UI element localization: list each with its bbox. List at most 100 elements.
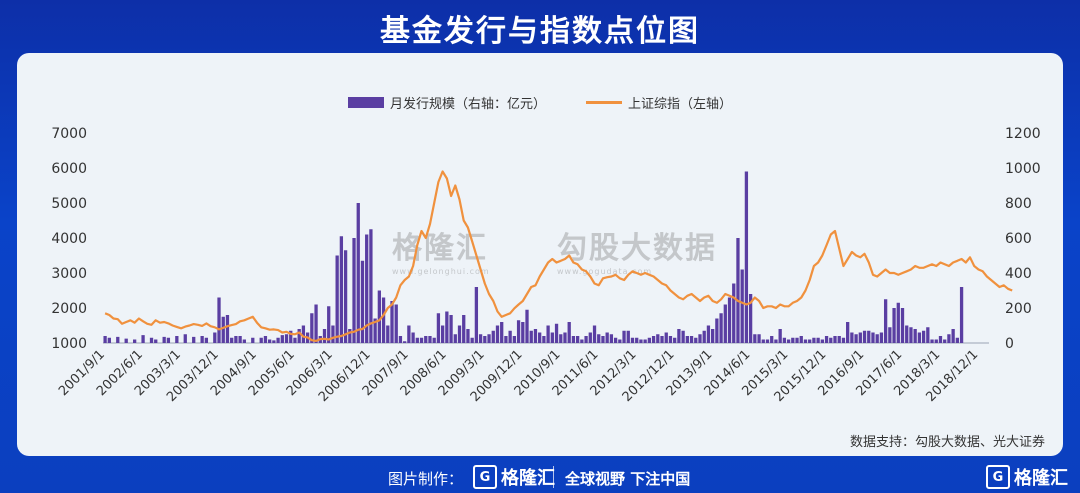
right-axis-tick-label: 1200 <box>1005 126 1041 142</box>
bar-mark <box>867 330 871 343</box>
left-axis-tick-label: 3000 <box>51 266 87 282</box>
footer-made-by: 图片制作： <box>388 470 464 488</box>
g-logo-icon: G <box>986 465 1010 489</box>
bar-mark <box>559 334 563 343</box>
bar-mark <box>550 332 554 343</box>
bar-mark <box>951 329 955 343</box>
bar-mark <box>854 334 858 343</box>
bar-mark <box>415 337 419 343</box>
bar-mark <box>154 339 158 343</box>
bar-mark <box>917 332 922 343</box>
bar-mark <box>356 203 360 343</box>
bar-mark <box>786 339 791 343</box>
right-axis-tick-label: 400 <box>1005 266 1032 282</box>
bar-mark <box>791 337 795 343</box>
g-logo-icon: G <box>473 465 497 489</box>
bar-mark <box>639 339 643 343</box>
bar-mark <box>365 234 369 343</box>
chart-svg: 1000 2000 3000 4000 5000 6000 7000 0 200 400 600 80… <box>51 126 1041 405</box>
bar-mark <box>533 329 538 343</box>
bar-mark <box>440 325 445 343</box>
bar-mark <box>753 334 757 343</box>
bar-mark <box>879 332 884 343</box>
bar-mark <box>310 313 314 343</box>
bar-mark <box>782 337 787 343</box>
bar-mark <box>571 336 576 343</box>
bar-mark <box>858 332 862 343</box>
bar-mark <box>959 287 964 343</box>
bar-mark <box>377 290 381 343</box>
bar-mark <box>618 339 622 343</box>
bar-mark <box>947 334 951 343</box>
bar-mark <box>900 308 905 343</box>
bar-mark <box>926 327 930 343</box>
bar-mark <box>609 334 614 343</box>
bar-mark <box>668 336 673 343</box>
bar-mark <box>276 337 280 343</box>
bar-mark <box>829 337 833 343</box>
bar-mark <box>702 330 706 343</box>
bar-mark <box>567 322 571 343</box>
bar-mark <box>812 337 816 343</box>
legend-label-bar: 月发行规模（右轴：亿元） <box>389 97 546 112</box>
bar-mark <box>432 337 436 343</box>
bar-mark <box>622 330 626 343</box>
bar-mark <box>301 325 306 343</box>
chart-legend: 月发行规模（右轴：亿元） 上证综指（左轴） <box>17 93 1063 112</box>
bar-mark <box>635 337 639 343</box>
bar-mark <box>795 337 799 343</box>
bar-mark <box>833 336 837 343</box>
right-axis-tick-label: 800 <box>1005 196 1032 212</box>
footer-brand-logo: G 格隆汇 <box>473 464 555 490</box>
bar-mark <box>268 339 272 343</box>
bar-mark <box>715 318 719 343</box>
bar-mark <box>799 336 803 343</box>
right-axis-tick-label: 600 <box>1005 231 1032 247</box>
bar-mark <box>774 339 778 343</box>
footer-bar: 图片制作： G 格隆汇 全球视野 下注中国 G 格隆汇 <box>0 458 1080 493</box>
bar-mark <box>824 336 829 343</box>
bar-mark <box>217 297 221 343</box>
left-axis-tick-label: 1000 <box>51 336 87 352</box>
bar-mark <box>563 332 567 343</box>
bar-mark <box>293 337 297 343</box>
bar-mark <box>424 336 428 343</box>
bar-mark <box>453 334 457 343</box>
bar-mark <box>909 327 913 343</box>
bar-mark <box>335 255 339 343</box>
left-axis-tick-label: 5000 <box>51 196 87 212</box>
bar-mark <box>398 336 403 343</box>
bar-mark <box>592 325 597 343</box>
bar-mark <box>711 329 715 343</box>
bar-mark <box>538 332 542 343</box>
bar-mark <box>681 330 685 343</box>
watermark-gogu-url: www.gogudata.com <box>557 267 653 276</box>
chart-card: 月发行规模（右轴：亿元） 上证综指（左轴） 格隆汇 www.gelonghui.… <box>17 53 1063 456</box>
bar-mark <box>808 339 812 343</box>
bar-mark <box>343 250 348 343</box>
bar-mark <box>736 238 740 343</box>
bar-mark <box>601 336 605 343</box>
bar-mark <box>259 337 263 343</box>
bar-mark <box>280 335 284 343</box>
bar-mark <box>664 332 668 343</box>
bar-mark <box>546 325 550 343</box>
bar-mark <box>263 336 268 343</box>
bar-mark <box>436 313 441 343</box>
bar-mark <box>462 315 466 343</box>
bar-mark <box>419 337 424 343</box>
bar-mark <box>124 338 128 343</box>
bar-mark <box>706 325 711 343</box>
bar-mark <box>478 334 483 343</box>
bar-mark <box>723 304 727 343</box>
bar-mark <box>103 336 107 343</box>
bar-mark <box>841 337 846 343</box>
bar-mark <box>673 337 677 343</box>
bar-mark <box>251 337 255 343</box>
bar-mark <box>643 339 647 343</box>
bar-mark <box>913 329 917 343</box>
bar-mark <box>175 336 179 343</box>
bar-mark <box>930 339 934 343</box>
bar-mark <box>888 327 892 343</box>
bar-mark <box>166 337 171 343</box>
